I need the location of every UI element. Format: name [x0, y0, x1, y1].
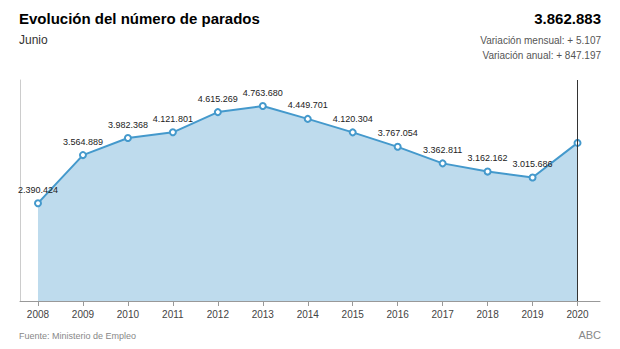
svg-text:2015: 2015 [342, 309, 365, 320]
svg-text:2017: 2017 [432, 309, 455, 320]
svg-text:2020: 2020 [566, 309, 589, 320]
svg-text:ABC: ABC [578, 329, 601, 341]
svg-text:Fuente: Ministerio de Empleo: Fuente: Ministerio de Empleo [19, 331, 136, 341]
svg-text:Evolución del número de parado: Evolución del número de parados [19, 10, 260, 27]
svg-text:2018: 2018 [476, 309, 499, 320]
svg-text:3.862.883: 3.862.883 [534, 10, 601, 27]
svg-text:2010: 2010 [117, 309, 140, 320]
svg-text:3.162.162: 3.162.162 [468, 153, 508, 163]
svg-text:2012: 2012 [207, 309, 230, 320]
svg-text:2013: 2013 [252, 309, 275, 320]
svg-text:3.767.054: 3.767.054 [378, 128, 418, 138]
svg-text:2011: 2011 [162, 309, 184, 320]
svg-text:4.763.680: 4.763.680 [243, 88, 283, 98]
svg-text:2014: 2014 [297, 309, 320, 320]
svg-text:4.121.801: 4.121.801 [153, 114, 193, 124]
svg-text:2019: 2019 [521, 309, 544, 320]
svg-text:3.564.889: 3.564.889 [63, 137, 103, 147]
svg-text:2016: 2016 [387, 309, 410, 320]
svg-text:Variación anual: + 847.197: Variación anual: + 847.197 [482, 50, 601, 61]
svg-text:2.390.424: 2.390.424 [18, 185, 58, 195]
svg-text:2009: 2009 [72, 309, 95, 320]
svg-text:4.449.701: 4.449.701 [288, 100, 328, 110]
svg-text:Variación mensual: + 5.107: Variación mensual: + 5.107 [480, 35, 601, 46]
svg-text:4.615.269: 4.615.269 [198, 94, 238, 104]
svg-text:Junio: Junio [19, 33, 48, 47]
svg-text:3.362.811: 3.362.811 [423, 145, 462, 155]
svg-text:2008: 2008 [27, 309, 50, 320]
svg-text:4.120.304: 4.120.304 [333, 114, 373, 124]
svg-text:3.015.686: 3.015.686 [513, 159, 553, 169]
svg-text:3.982.368: 3.982.368 [108, 120, 148, 130]
